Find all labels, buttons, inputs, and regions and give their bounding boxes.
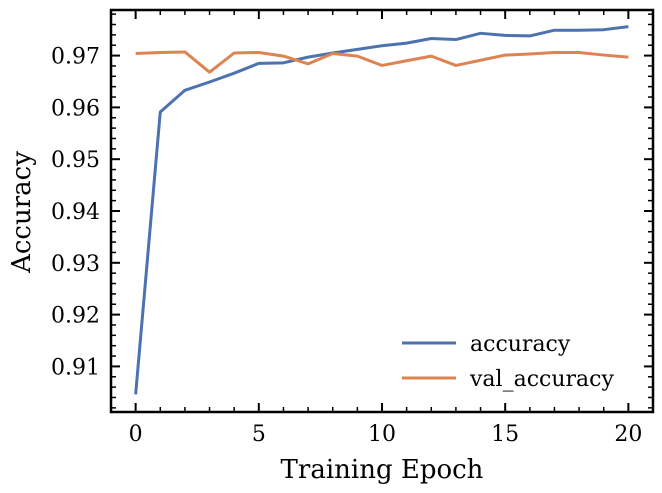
- x-tick-label: 0: [129, 422, 143, 447]
- ticks-layer: 0 5 10 15 20 0.91 0.92 0.93 0.94 0.95 0.96 0.97: [51, 10, 654, 447]
- x-tick-label: 5: [252, 422, 266, 447]
- y-tick-label: 0.96: [51, 96, 100, 121]
- y-tick-label: 0.97: [51, 45, 100, 70]
- x-tick-label: 10: [368, 422, 396, 447]
- y-axis-label: Accuracy: [7, 151, 37, 274]
- y-tick-label: 0.95: [51, 148, 100, 173]
- y-tick-label: 0.92: [51, 304, 100, 329]
- legend: accuracy val_accuracy: [402, 332, 614, 392]
- series-layer: [134, 25, 629, 395]
- legend-label-accuracy: accuracy: [470, 332, 571, 357]
- x-tick-label: 15: [491, 422, 519, 447]
- series-line-accuracy: [134, 25, 629, 395]
- y-tick-label: 0.91: [51, 355, 100, 380]
- series-line-val-accuracy: [135, 50, 629, 74]
- x-tick-label: 20: [614, 422, 642, 447]
- x-axis-label: Training Epoch: [281, 455, 484, 485]
- y-tick-label: 0.93: [51, 252, 100, 277]
- legend-label-val-accuracy: val_accuracy: [469, 367, 614, 392]
- y-tick-label: 0.94: [51, 200, 100, 225]
- plot-frame: [109, 8, 655, 414]
